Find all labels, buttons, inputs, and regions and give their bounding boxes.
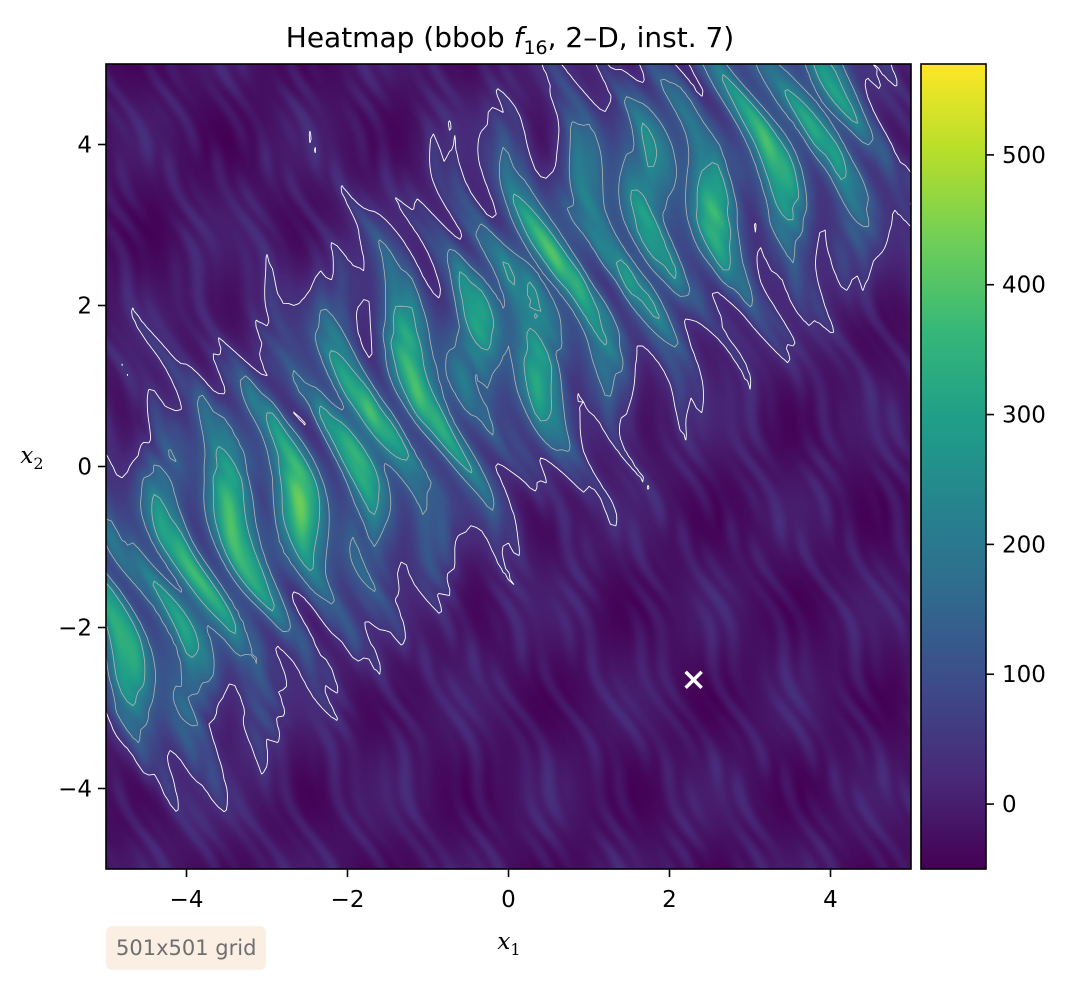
y-axis-ticks: 4 2 0 −2 −4 <box>58 133 106 803</box>
x-axis-label-letter: x <box>497 929 510 955</box>
x-tick-label: −2 <box>331 887 365 913</box>
colorbar-ticks: 0 100 200 300 400 500 <box>986 143 1046 818</box>
contour-level-3 <box>106 64 858 707</box>
y-tick-label: 4 <box>77 133 92 159</box>
colorbar-tick-label: 0 <box>1002 792 1017 818</box>
x-tick-label: 2 <box>662 887 677 913</box>
y-tick-label: 0 <box>77 455 92 481</box>
colorbar-tick-label: 400 <box>1002 273 1046 299</box>
colorbar-tick-label: 300 <box>1002 403 1046 429</box>
x-axis-ticks: −4 −2 0 2 4 <box>170 869 838 913</box>
x-tick-label: 4 <box>823 887 838 913</box>
optimum-marker <box>684 670 703 690</box>
contour-lines <box>106 64 911 813</box>
colorbar-tick-label: 500 <box>1002 143 1046 169</box>
colorbar: 0 100 200 300 400 500 <box>920 63 1046 870</box>
title-func-subscript: 16 <box>523 37 547 59</box>
y-tick-label: −4 <box>58 777 92 803</box>
y-tick-label: 2 <box>77 294 92 320</box>
colorbar-tick-label: 100 <box>1002 662 1046 688</box>
grid-size-badge: 501x501 grid <box>106 926 267 970</box>
title-suffix: , 2–D, inst. 7) <box>548 21 735 54</box>
x-tick-label: 0 <box>501 887 516 913</box>
contour-level-2 <box>106 64 874 744</box>
colorbar-tick-label: 200 <box>1002 532 1046 558</box>
contour-level-1 <box>106 64 911 813</box>
heatmap-image <box>106 64 911 869</box>
optimum-marker-layer <box>684 670 703 690</box>
y-axis-label-subscript: 2 <box>33 454 43 473</box>
y-axis-label: x2 <box>20 443 43 473</box>
x-axis-label-subscript: 1 <box>510 940 520 959</box>
x-tick-label: −4 <box>170 887 204 913</box>
colorbar-frame <box>920 63 987 870</box>
x-axis-label: x1 <box>497 929 520 959</box>
title-prefix: Heatmap (bbob <box>286 21 514 54</box>
contour-level-4 <box>114 116 784 657</box>
plot-area <box>106 64 911 869</box>
y-tick-label: −2 <box>58 616 92 642</box>
y-axis-label-letter: x <box>20 443 33 469</box>
chart-title: Heatmap (bbob f16, 2–D, inst. 7) <box>286 21 734 59</box>
colorbar-gradient <box>921 64 986 869</box>
